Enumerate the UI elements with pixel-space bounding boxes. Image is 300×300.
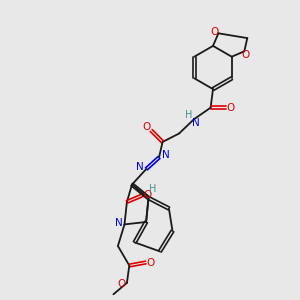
Text: O: O [142,122,150,132]
Text: N: N [192,118,200,128]
Text: O: O [117,279,126,289]
Text: N: N [162,150,170,160]
Text: H: H [149,184,157,194]
Text: O: O [147,257,155,268]
Text: O: O [226,103,235,113]
Text: H: H [185,110,193,121]
Text: O: O [242,50,250,60]
Text: O: O [210,27,219,37]
Text: N: N [115,218,123,228]
Text: O: O [143,190,152,200]
Text: N: N [136,161,144,172]
